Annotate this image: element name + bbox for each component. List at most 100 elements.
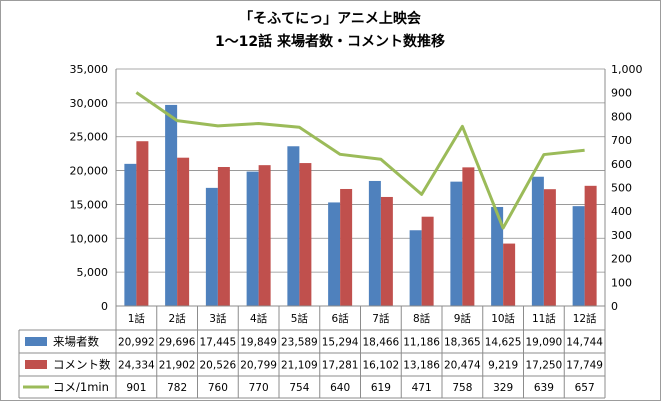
bar-visitors <box>124 163 137 306</box>
data-label: 16,102 <box>363 360 400 372</box>
data-label: 14,744 <box>566 337 603 349</box>
bar-visitors <box>368 180 381 306</box>
bars <box>124 104 597 307</box>
left-tick-label: 10,000 <box>70 232 109 245</box>
data-label: 11,186 <box>403 337 440 349</box>
bar-visitors <box>531 176 544 306</box>
bar-comments <box>584 185 597 306</box>
bar-visitors <box>287 146 300 306</box>
right-tick-label: 300 <box>611 229 632 242</box>
left-tick-label: 5,000 <box>77 266 109 279</box>
right-tick-label: 1,000 <box>611 63 643 76</box>
chart-title-line1: 「そふてにっ」アニメ上映会 <box>239 10 422 27</box>
data-label: 9,219 <box>488 360 518 372</box>
chart-title-line2: 1～12話 来場者数・コメント数推移 <box>215 33 445 50</box>
right-tick-label: 200 <box>611 253 632 266</box>
bar-visitors <box>246 171 259 306</box>
data-label: 20,799 <box>240 360 277 372</box>
bar-visitors <box>328 202 341 306</box>
left-tick-label: 30,000 <box>70 97 109 110</box>
data-label: 901 <box>126 382 146 394</box>
data-label: 21,109 <box>281 360 318 372</box>
left-tick-label: 25,000 <box>70 131 109 144</box>
bar-comments <box>421 216 434 306</box>
category-label: 5話 <box>291 312 309 325</box>
line-comments-per-min <box>135 91 585 230</box>
data-label: 657 <box>575 382 595 394</box>
bar-visitors <box>491 206 504 306</box>
legend-label: コメ/1min <box>53 380 109 394</box>
data-label: 29,696 <box>159 337 196 349</box>
data-label: 20,526 <box>200 360 237 372</box>
data-label: 639 <box>534 382 554 394</box>
category-label: 3話 <box>209 312 227 325</box>
data-label: 770 <box>249 382 269 394</box>
bar-comments <box>503 243 516 306</box>
bar-comments <box>543 189 556 306</box>
data-label: 619 <box>371 382 391 394</box>
bar-comments <box>340 188 353 306</box>
left-tick-label: 35,000 <box>70 63 109 76</box>
data-label: 19,090 <box>526 337 563 349</box>
legend-key-comments <box>25 360 47 369</box>
bar-visitors <box>165 104 178 307</box>
bar-visitors <box>409 230 422 306</box>
data-label: 15,294 <box>322 337 359 349</box>
data-label: 760 <box>208 382 228 394</box>
category-label: 12話 <box>573 312 597 325</box>
right-axis: 0 100 200 300 400 500 600 700 800 900 1,000 <box>611 63 643 313</box>
bar-comments <box>258 165 271 306</box>
data-label: 18,365 <box>444 337 481 349</box>
data-label: 17,250 <box>526 360 563 372</box>
gridlines <box>115 68 606 306</box>
legend-key-visitors <box>25 337 47 346</box>
data-label: 24,334 <box>118 360 155 372</box>
right-tick-label: 100 <box>611 276 632 289</box>
right-tick-label: 700 <box>611 134 632 147</box>
data-label: 758 <box>452 382 472 394</box>
category-label: 9話 <box>454 312 472 325</box>
data-label: 19,849 <box>240 337 277 349</box>
data-label: 782 <box>167 382 187 394</box>
data-label: 13,186 <box>403 360 440 372</box>
right-tick-label: 500 <box>611 182 632 195</box>
data-label: 17,749 <box>566 360 603 372</box>
data-label: 14,625 <box>485 337 522 349</box>
left-tick-label: 20,000 <box>70 165 109 178</box>
right-tick-label: 800 <box>611 110 632 123</box>
category-label: 10話 <box>491 312 515 325</box>
category-label: 2話 <box>169 312 187 325</box>
data-label: 329 <box>493 382 513 394</box>
data-label: 640 <box>330 382 350 394</box>
bar-visitors <box>572 206 585 306</box>
data-label: 20,992 <box>118 337 155 349</box>
line-series <box>135 91 585 230</box>
bar-visitors <box>205 187 218 306</box>
bar-comments <box>380 196 393 306</box>
category-label: 11話 <box>532 312 556 325</box>
left-axis: 0 5,000 10,000 15,000 20,000 25,000 30,000 35,0… <box>70 63 109 313</box>
bar-comments <box>136 141 149 306</box>
data-label: 18,466 <box>363 337 400 349</box>
bar-comments <box>299 163 312 306</box>
data-label: 21,902 <box>159 360 196 372</box>
data-label: 17,281 <box>322 360 359 372</box>
right-tick-label: 400 <box>611 205 632 218</box>
right-tick-label: 600 <box>611 158 632 171</box>
right-tick-label: 900 <box>611 87 632 100</box>
left-tick-label: 15,000 <box>70 198 109 211</box>
legend-label: 来場者数 <box>53 335 99 349</box>
bar-comments <box>217 167 230 306</box>
category-label: 7話 <box>372 312 390 325</box>
category-label: 1話 <box>128 312 146 325</box>
data-label: 471 <box>412 382 432 394</box>
bar-visitors <box>450 181 463 306</box>
data-label: 754 <box>289 382 309 394</box>
category-label: 6話 <box>332 312 350 325</box>
category-label: 4話 <box>250 312 268 325</box>
bar-comments <box>462 167 475 306</box>
data-label: 20,474 <box>444 360 481 372</box>
legend-label: コメント数 <box>53 358 111 372</box>
data-label: 17,445 <box>200 337 237 349</box>
data-label: 23,589 <box>281 337 318 349</box>
